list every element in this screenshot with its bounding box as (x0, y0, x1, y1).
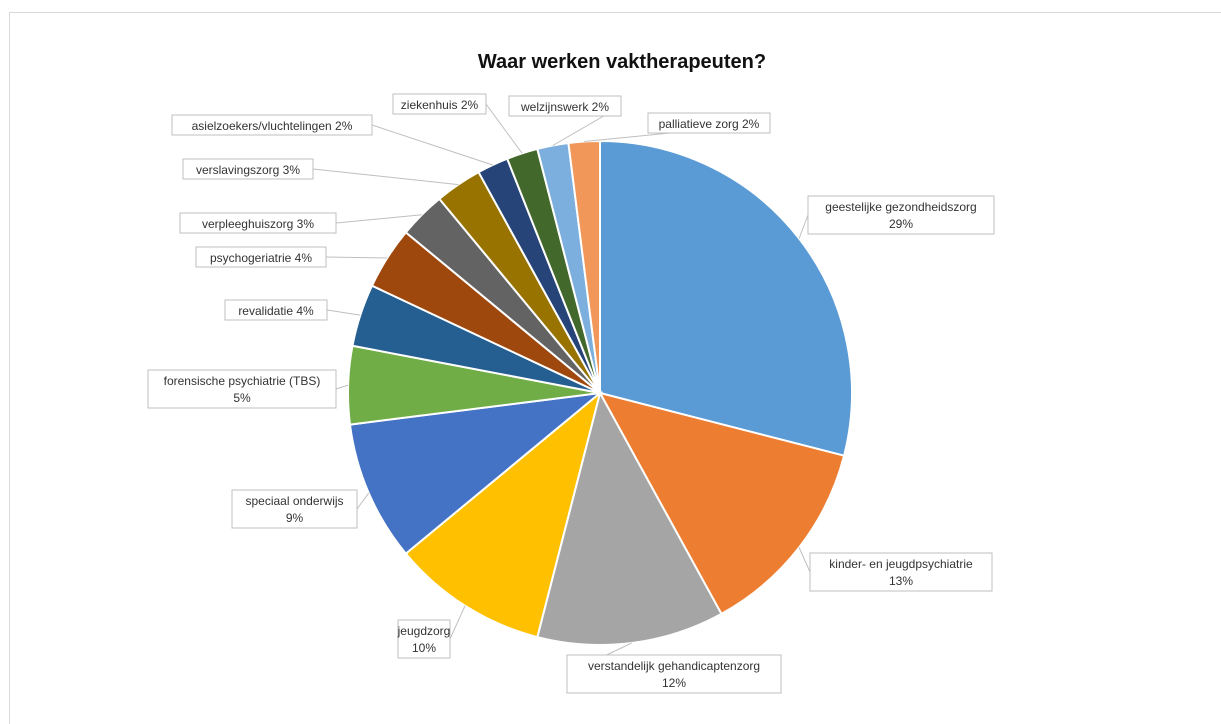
slice-percent: 10% (412, 641, 436, 655)
leader-line (371, 124, 493, 166)
leader-line (449, 605, 466, 640)
leader-line (798, 214, 809, 239)
slice-label: verslavingszorg 3% (196, 163, 300, 177)
pie-slice-4 (404, 390, 602, 639)
slice-label: verpleeghuiszorg 3% (202, 217, 314, 231)
slice-label: revalidatie 4% (238, 304, 314, 318)
slice-percent: 9% (286, 511, 304, 525)
data-label-box (224, 299, 328, 321)
slice-label: psychogeriatrie 4% (210, 251, 312, 265)
leader-line (325, 256, 388, 259)
slice-label: welzijnswerk 2% (520, 100, 609, 114)
leader-line (335, 384, 349, 390)
slice-label: kinder- en jeugdpsychiatrie (829, 557, 973, 571)
slice-label: palliatieve zorg 2% (659, 117, 760, 131)
leader-line (335, 214, 422, 224)
data-label-box (231, 489, 358, 529)
data-label-box (397, 619, 451, 659)
leader-line (798, 547, 811, 573)
leader-line (356, 492, 370, 510)
data-label-box (179, 212, 337, 234)
slice-label: asielzoekers/vluchtelingen 2% (192, 119, 353, 133)
slice-percent: 12% (662, 676, 686, 690)
slice-label: jeugdzorg (397, 624, 451, 638)
data-label-box (809, 552, 993, 592)
pie-slice-5 (348, 391, 604, 556)
pie-slice-3 (536, 390, 723, 646)
leader-line (312, 168, 459, 186)
data-label-box (171, 114, 373, 136)
slice-label: ziekenhuis 2% (401, 98, 479, 112)
slice-label: verstandelijk gehandicaptenzorg (588, 659, 760, 673)
leader-line (485, 103, 523, 154)
data-label-box (392, 93, 487, 115)
data-label-box (147, 369, 337, 409)
pie-slice-2 (598, 391, 846, 616)
leader-line (326, 309, 361, 316)
slice-percent: 29% (889, 217, 913, 231)
data-label-box (807, 195, 995, 235)
data-label-box (182, 158, 314, 180)
data-label-box (508, 95, 622, 117)
pie-slice-14 (567, 139, 601, 394)
data-label-box (566, 654, 782, 694)
slice-label: geestelijke gezondheidszorg (825, 200, 976, 214)
data-label-box (647, 112, 771, 134)
slice-label: speciaal onderwijs (245, 494, 343, 508)
chart-title: Waar werken vaktherapeuten? (478, 51, 766, 73)
slice-label: forensische psychiatrie (TBS) (164, 374, 321, 388)
slice-percent: 5% (233, 391, 251, 405)
slice-percent: 13% (889, 574, 913, 588)
data-label-box (195, 246, 327, 268)
pie-slice-1 (599, 139, 853, 457)
